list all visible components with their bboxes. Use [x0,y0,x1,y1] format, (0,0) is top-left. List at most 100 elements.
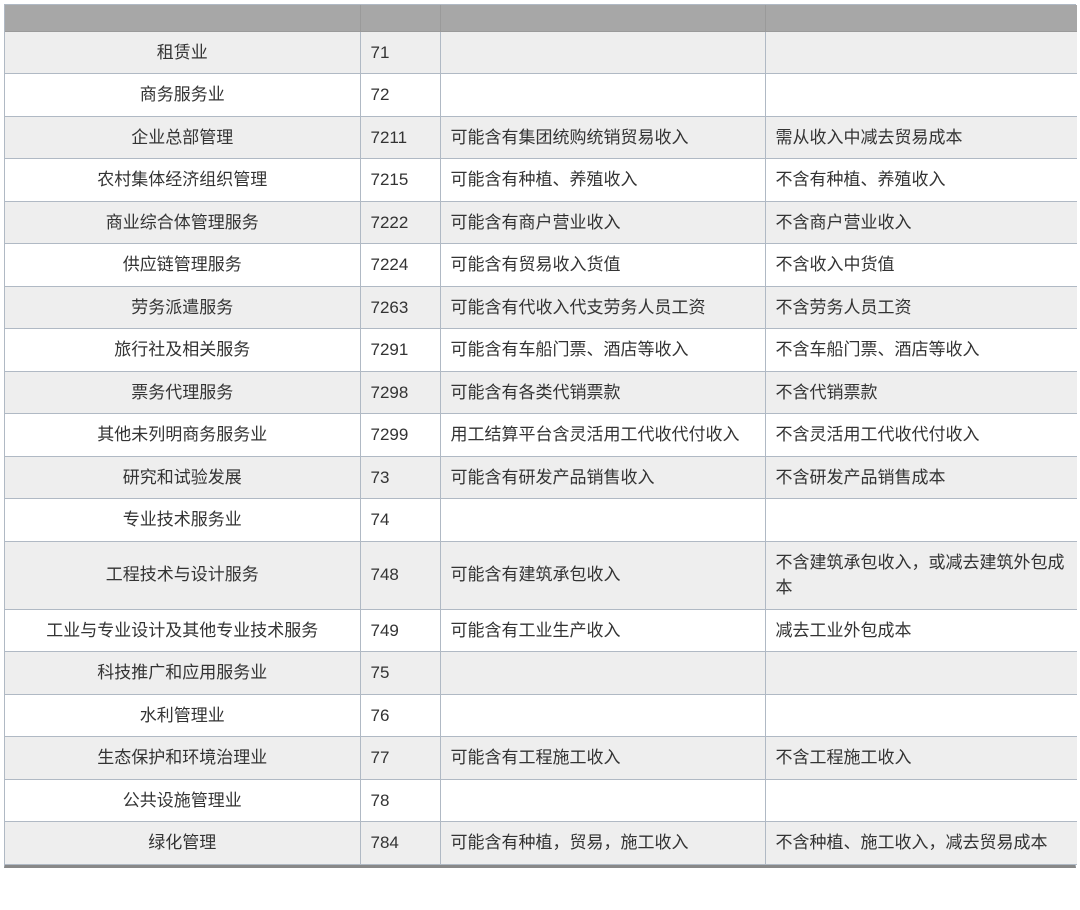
table-cell [765,31,1077,74]
table-cell: 77 [360,737,440,780]
table-cell: 可能含有代收入代支劳务人员工资 [440,286,765,329]
header-col-4 [765,5,1077,31]
table-cell [440,499,765,542]
table-body: 租赁业71商务服务业72企业总部管理7211可能含有集团统购统销贸易收入需从收入… [5,31,1077,864]
header-col-3 [440,5,765,31]
table-cell: 可能含有建筑承包收入 [440,541,765,609]
table-cell: 劳务派遣服务 [5,286,360,329]
table-cell: 不含工程施工收入 [765,737,1077,780]
table-cell: 73 [360,456,440,499]
table-cell: 72 [360,74,440,117]
table-cell [440,31,765,74]
table-cell: 不含种植、施工收入，减去贸易成本 [765,822,1077,865]
table-cell [765,694,1077,737]
table-cell: 研究和试验发展 [5,456,360,499]
table-cell: 供应链管理服务 [5,244,360,287]
table-cell: 76 [360,694,440,737]
table-cell: 旅行社及相关服务 [5,329,360,372]
table-cell [440,779,765,822]
table-cell: 不含代销票款 [765,371,1077,414]
table-row: 其他未列明商务服务业7299用工结算平台含灵活用工代收代付收入不含灵活用工代收代… [5,414,1077,457]
table-cell: 农村集体经济组织管理 [5,159,360,202]
table-row: 商务服务业72 [5,74,1077,117]
header-col-1 [5,5,360,31]
table-cell: 不含车船门票、酒店等收入 [765,329,1077,372]
table-row: 绿化管理784可能含有种植，贸易，施工收入不含种植、施工收入，减去贸易成本 [5,822,1077,865]
table-cell: 工程技术与设计服务 [5,541,360,609]
table-cell: 其他未列明商务服务业 [5,414,360,457]
table-row: 研究和试验发展73可能含有研发产品销售收入不含研发产品销售成本 [5,456,1077,499]
table-cell: 不含研发产品销售成本 [765,456,1077,499]
table-cell: 784 [360,822,440,865]
table-cell: 7224 [360,244,440,287]
table-cell: 绿化管理 [5,822,360,865]
table-row: 旅行社及相关服务7291可能含有车船门票、酒店等收入不含车船门票、酒店等收入 [5,329,1077,372]
table-cell: 生态保护和环境治理业 [5,737,360,780]
industry-classification-table: 租赁业71商务服务业72企业总部管理7211可能含有集团统购统销贸易收入需从收入… [4,4,1076,868]
table-cell: 租赁业 [5,31,360,74]
table-cell: 可能含有研发产品销售收入 [440,456,765,499]
table-row: 公共设施管理业78 [5,779,1077,822]
table-cell: 可能含有种植、养殖收入 [440,159,765,202]
table-row: 租赁业71 [5,31,1077,74]
table-cell: 水利管理业 [5,694,360,737]
table-cell: 不含建筑承包收入，或减去建筑外包成本 [765,541,1077,609]
table-cell: 7263 [360,286,440,329]
table-row: 科技推广和应用服务业75 [5,652,1077,695]
table-cell: 749 [360,609,440,652]
table-cell: 不含灵活用工代收代付收入 [765,414,1077,457]
table-cell: 可能含有工业生产收入 [440,609,765,652]
table-cell: 7298 [360,371,440,414]
table-cell: 可能含有工程施工收入 [440,737,765,780]
table-cell: 科技推广和应用服务业 [5,652,360,695]
table-row: 生态保护和环境治理业77可能含有工程施工收入不含工程施工收入 [5,737,1077,780]
table-cell: 企业总部管理 [5,116,360,159]
table-cell [765,652,1077,695]
table-cell: 7222 [360,201,440,244]
table-row: 工程技术与设计服务748可能含有建筑承包收入不含建筑承包收入，或减去建筑外包成本 [5,541,1077,609]
table-cell: 75 [360,652,440,695]
table-cell: 不含劳务人员工资 [765,286,1077,329]
table-cell: 商业综合体管理服务 [5,201,360,244]
table-cell: 不含商户营业收入 [765,201,1077,244]
table-cell: 74 [360,499,440,542]
table-cell: 专业技术服务业 [5,499,360,542]
data-table: 租赁业71商务服务业72企业总部管理7211可能含有集团统购统销贸易收入需从收入… [5,5,1077,865]
table-cell: 可能含有贸易收入货值 [440,244,765,287]
table-cell: 可能含有各类代销票款 [440,371,765,414]
table-row: 劳务派遣服务7263可能含有代收入代支劳务人员工资不含劳务人员工资 [5,286,1077,329]
table-cell [765,499,1077,542]
table-cell: 公共设施管理业 [5,779,360,822]
table-cell: 工业与专业设计及其他专业技术服务 [5,609,360,652]
table-cell: 可能含有种植，贸易，施工收入 [440,822,765,865]
table-cell [440,74,765,117]
table-cell [440,652,765,695]
table-row: 票务代理服务7298可能含有各类代销票款不含代销票款 [5,371,1077,414]
table-cell: 可能含有集团统购统销贸易收入 [440,116,765,159]
table-cell: 票务代理服务 [5,371,360,414]
table-row: 水利管理业76 [5,694,1077,737]
table-cell: 748 [360,541,440,609]
table-cell: 7211 [360,116,440,159]
table-row: 专业技术服务业74 [5,499,1077,542]
table-cell: 78 [360,779,440,822]
table-row: 农村集体经济组织管理7215可能含有种植、养殖收入不含有种植、养殖收入 [5,159,1077,202]
table-row: 企业总部管理7211可能含有集团统购统销贸易收入需从收入中减去贸易成本 [5,116,1077,159]
table-cell: 71 [360,31,440,74]
table-cell: 7291 [360,329,440,372]
table-cell: 不含有种植、养殖收入 [765,159,1077,202]
table-cell: 用工结算平台含灵活用工代收代付收入 [440,414,765,457]
table-cell: 可能含有车船门票、酒店等收入 [440,329,765,372]
table-row: 供应链管理服务7224可能含有贸易收入货值不含收入中货值 [5,244,1077,287]
table-cell: 减去工业外包成本 [765,609,1077,652]
table-cell [440,694,765,737]
table-cell: 7299 [360,414,440,457]
table-cell [765,74,1077,117]
table-cell: 可能含有商户营业收入 [440,201,765,244]
table-cell: 需从收入中减去贸易成本 [765,116,1077,159]
table-cell: 7215 [360,159,440,202]
table-cell [765,779,1077,822]
table-row: 商业综合体管理服务7222可能含有商户营业收入不含商户营业收入 [5,201,1077,244]
table-cell: 商务服务业 [5,74,360,117]
table-header [5,5,1077,31]
